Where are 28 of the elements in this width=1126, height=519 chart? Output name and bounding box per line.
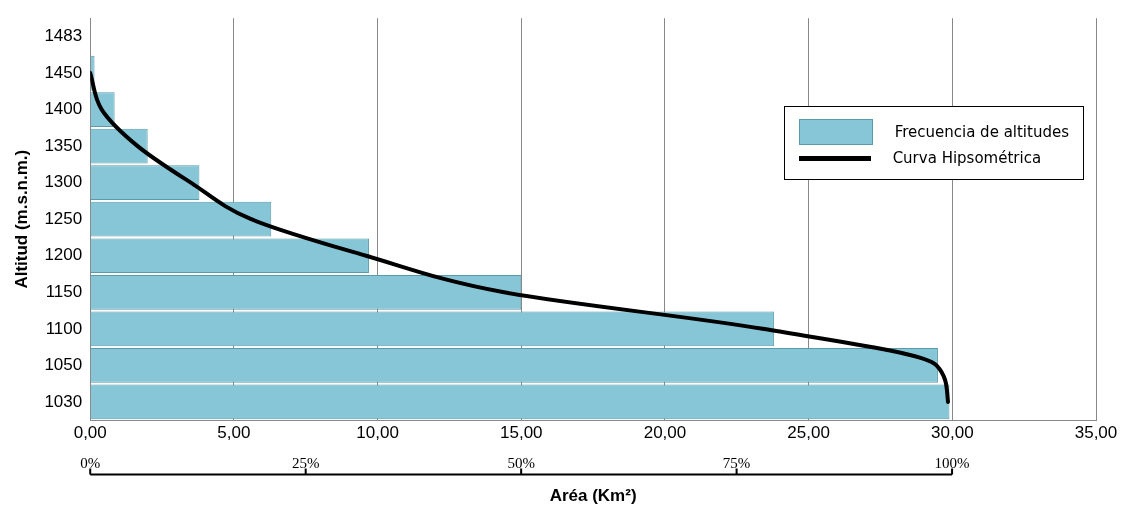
- x-tick-label: 10,00: [356, 423, 399, 443]
- y-tick-label: 1200: [44, 245, 83, 265]
- x-tick-label: 25,00: [787, 423, 830, 443]
- x-axis-title: Aréa (Km²): [549, 486, 637, 506]
- x2-tick-label: 0%: [80, 454, 101, 471]
- legend-label: Curva Hipsométrica: [892, 149, 1042, 168]
- y-tick-label: 1350: [44, 135, 83, 155]
- x-tick-label: 15,00: [499, 423, 543, 443]
- x-tick-label: 30,00: [931, 423, 974, 443]
- x-tick-label: 20,00: [643, 423, 687, 443]
- x2-tick-label: 100%: [934, 454, 970, 471]
- x2-tick-label: 50%: [507, 454, 535, 471]
- x-tick-label: 35,00: [1074, 423, 1118, 443]
- y-tick-label: 1250: [44, 208, 83, 228]
- y-tick-label: 1150: [45, 281, 83, 301]
- y-tick-label: 1450: [44, 62, 83, 82]
- y-axis-title: Altitud (m.s.n.m.): [11, 149, 31, 289]
- x2-tick-label: 75%: [722, 454, 751, 471]
- legend-label: Frecuencia de altitudes: [894, 123, 1069, 142]
- y-tick-label: 1030: [44, 391, 83, 411]
- y-tick-label: 1050: [44, 355, 83, 375]
- y-tick-label: 1300: [44, 172, 83, 192]
- y-tick-label: 1400: [44, 99, 83, 119]
- y-tick-label: 1100: [45, 318, 83, 338]
- x2-tick-label: 25%: [291, 454, 320, 471]
- x-tick-label: 5,00: [217, 423, 251, 443]
- x-tick-label: 0,00: [73, 423, 107, 443]
- y-tick-label: 1483: [44, 26, 83, 46]
